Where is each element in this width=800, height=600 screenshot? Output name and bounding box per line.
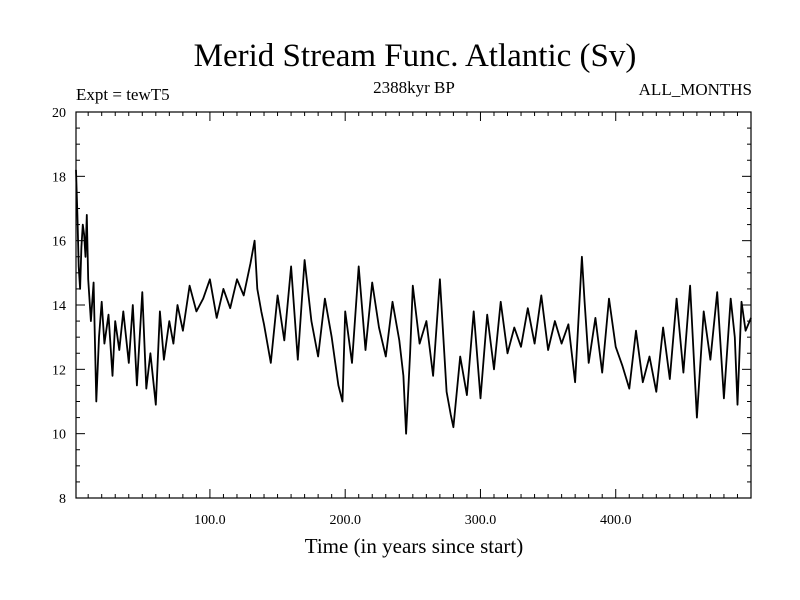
series-group (75, 169, 752, 435)
y-tick-label: 8 (59, 492, 66, 507)
x-axis-label: Time (in years since start) (305, 534, 524, 558)
x-tick-label: 300.0 (465, 513, 497, 528)
y-tick-label: 16 (52, 235, 66, 250)
x-axis: 100.0 200.0 300.0 400.0 (87, 112, 738, 528)
y-axis: 8 10 12 14 16 18 20 (52, 106, 751, 507)
x-tick-label: 200.0 (329, 513, 361, 528)
y-tick-label: 20 (52, 106, 66, 121)
months-label: ALL_MONTHS (639, 80, 752, 99)
series-line (75, 169, 752, 435)
experiment-label: Expt = tewT5 (76, 85, 170, 104)
y-tick-label: 10 (52, 428, 66, 443)
y-tick-label: 18 (52, 170, 66, 185)
x-tick-label: 100.0 (194, 513, 226, 528)
y-tick-label: 14 (52, 299, 66, 314)
chart-title: Merid Stream Func. Atlantic (Sv) (194, 38, 637, 74)
x-tick-label: 400.0 (600, 513, 632, 528)
y-tick-label: 12 (52, 363, 66, 378)
period-label: 2388kyr BP (373, 78, 455, 97)
